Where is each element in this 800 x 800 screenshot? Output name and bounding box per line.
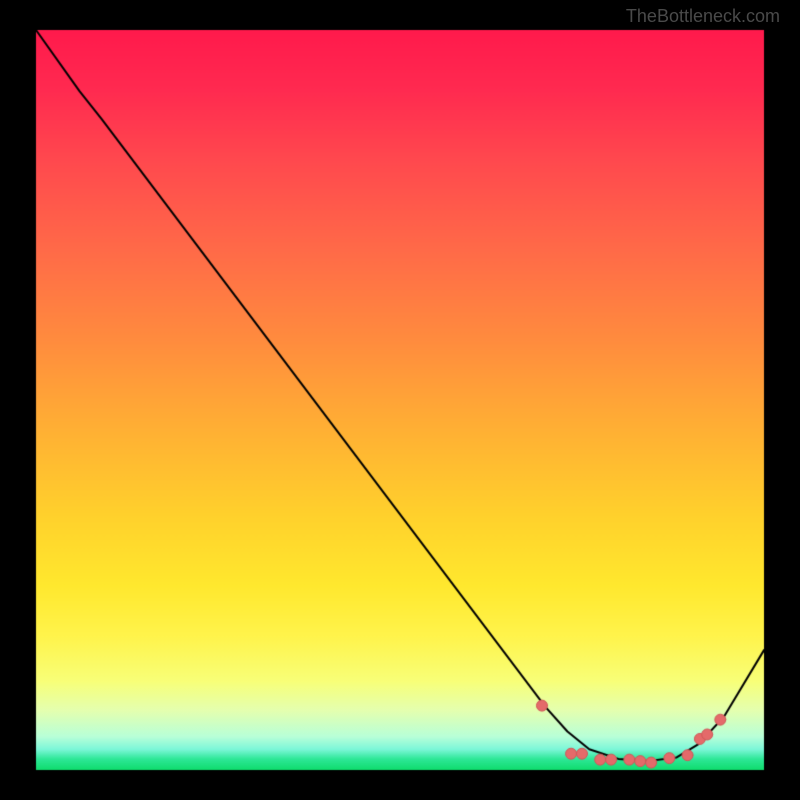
watermark-text: TheBottleneck.com (626, 6, 780, 27)
bottleneck-chart (0, 0, 800, 800)
chart-canvas (0, 0, 800, 800)
